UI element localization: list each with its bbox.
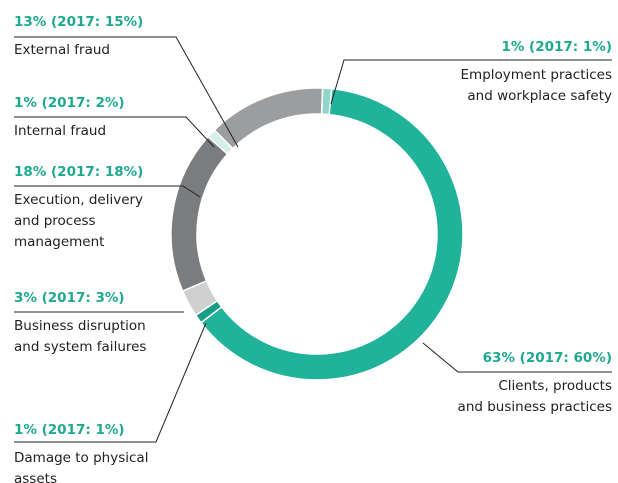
category-line: and workplace safety <box>467 88 612 104</box>
category-line: Clients, products <box>498 378 612 394</box>
leader-line <box>14 116 215 148</box>
leader-line <box>14 36 239 148</box>
value-label: 3% (2017: 3%) <box>14 290 125 306</box>
category-line: Execution, delivery <box>14 192 143 208</box>
category-label: Clients, products and business practices <box>458 378 612 415</box>
category-label: Internal fraud <box>14 123 106 139</box>
category-line: Damage to physical <box>14 450 148 466</box>
category-line: management <box>14 234 104 250</box>
value-label: 63% (2017: 60%) <box>483 350 612 366</box>
category-label: Employment practices and workplace safety <box>461 67 612 104</box>
category-label: Execution, delivery and process management <box>14 192 143 250</box>
leader-line <box>330 59 612 105</box>
category-line: and business practices <box>458 399 612 415</box>
value-label: 1% (2017: 2%) <box>14 95 125 111</box>
category-line: and process <box>14 213 96 229</box>
value-label: 13% (2017: 15%) <box>14 14 143 30</box>
category-line: Internal fraud <box>14 123 106 139</box>
leader-line <box>14 322 207 443</box>
category-label: External fraud <box>14 42 110 58</box>
value-label: 18% (2017: 18%) <box>14 164 143 180</box>
category-label: Damage to physical assets <box>14 450 148 483</box>
value-label: 1% (2017: 1%) <box>14 422 125 438</box>
leader-line <box>422 342 612 373</box>
category-line: and system failures <box>14 339 146 355</box>
slice <box>170 135 229 293</box>
category-line: Employment practices <box>461 67 612 83</box>
leader-line <box>14 185 201 198</box>
category-line: External fraud <box>14 42 110 58</box>
slice <box>213 87 324 150</box>
category-label: Business disruption and system failures <box>14 318 146 355</box>
category-line: Business disruption <box>14 318 146 334</box>
category-line: assets <box>14 471 57 483</box>
value-label: 1% (2017: 1%) <box>501 39 612 55</box>
